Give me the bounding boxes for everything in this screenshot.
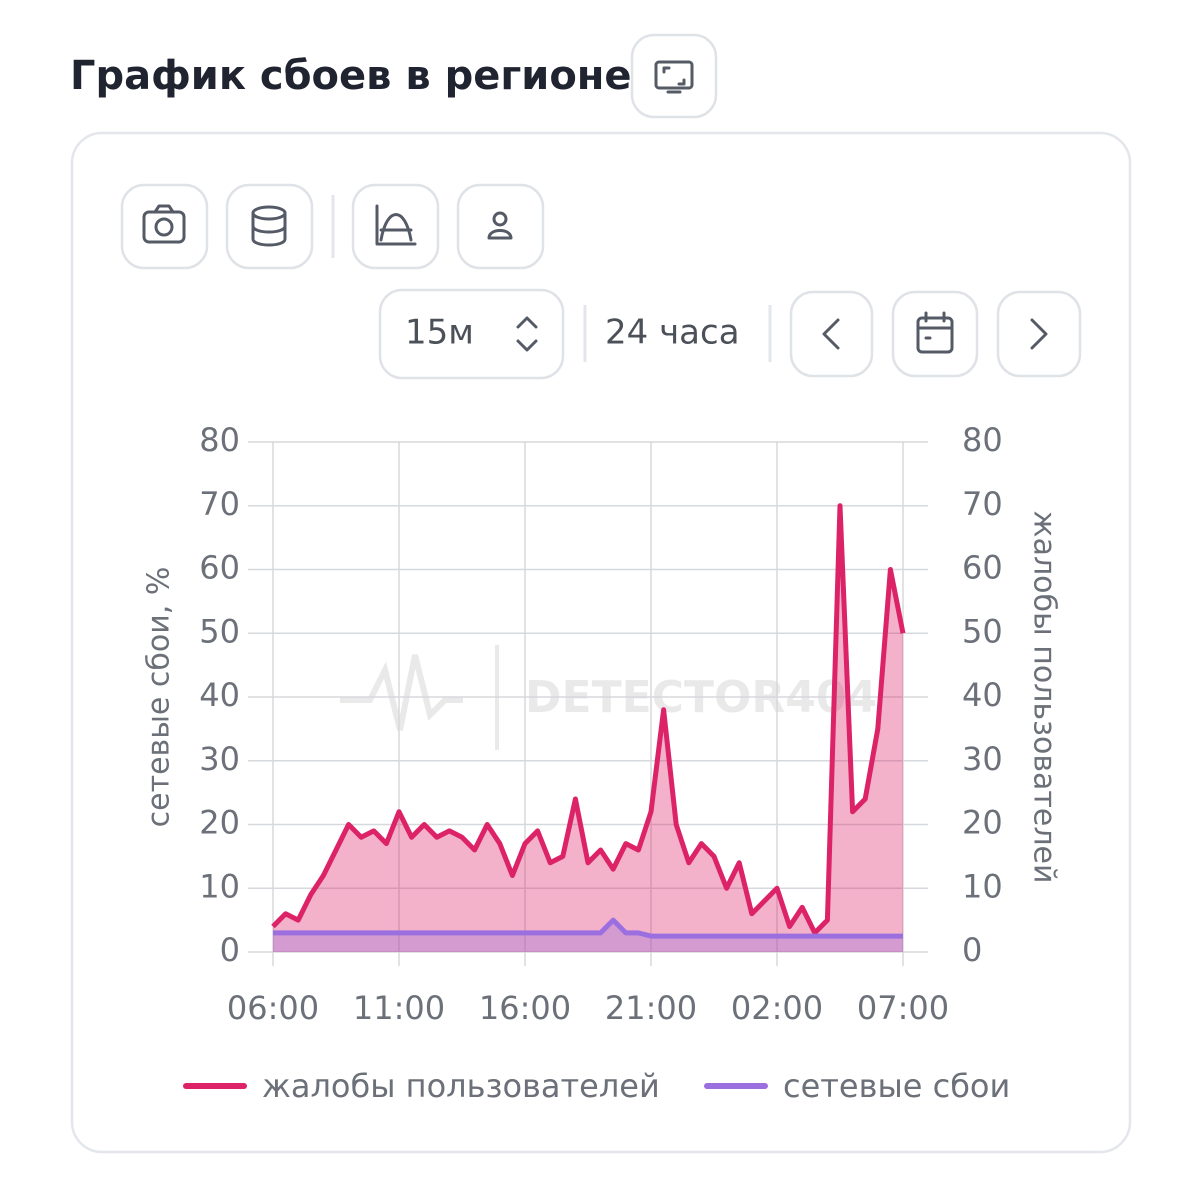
y2-tick-label: 30 <box>962 740 1003 778</box>
y-tick-label: 0 <box>220 931 240 969</box>
prev-button[interactable] <box>789 290 874 378</box>
data-button[interactable] <box>225 183 314 270</box>
y-tick-label: 60 <box>199 549 240 587</box>
legend-label: жалобы пользователей <box>262 1067 660 1105</box>
card <box>70 131 1132 1154</box>
camera-button[interactable] <box>120 183 209 270</box>
user-button[interactable] <box>456 183 545 270</box>
y-tick-label: 30 <box>199 740 240 778</box>
y2-tick-label: 10 <box>962 867 1003 905</box>
y2-tick-label: 20 <box>962 804 1003 842</box>
range-label: 24 часа <box>605 313 740 353</box>
x-tick-label: 16:00 <box>479 989 571 1027</box>
y2-tick-label: 80 <box>962 421 1003 459</box>
page-title: График сбоев в регионе <box>70 53 632 99</box>
y-tick-label: 50 <box>199 612 240 650</box>
chart-type-button[interactable] <box>351 183 440 270</box>
y-tick-label: 20 <box>199 804 240 842</box>
y2-axis-label: жалобы пользователей <box>1027 511 1062 884</box>
line <box>273 917 903 939</box>
fullscreen-button[interactable] <box>630 33 718 119</box>
legend-label: сетевые сбои <box>783 1067 1010 1105</box>
y-tick-label: 80 <box>199 421 240 459</box>
interval-label: 15м <box>405 313 474 353</box>
y-axis-label: сетевые сбои, % <box>142 567 177 828</box>
area <box>273 920 903 952</box>
line <box>271 503 906 936</box>
x-tick-label: 11:00 <box>353 989 445 1027</box>
x-tick-label: 21:00 <box>605 989 697 1027</box>
y2-tick-label: 40 <box>962 676 1003 714</box>
x-tick-label: 02:00 <box>731 989 823 1027</box>
y2-tick-label: 0 <box>962 931 982 969</box>
y2-tick-label: 60 <box>962 549 1003 587</box>
x-tick-label: 06:00 <box>227 989 319 1027</box>
y-tick-label: 10 <box>199 867 240 905</box>
next-button[interactable] <box>996 290 1082 378</box>
y2-tick-label: 70 <box>962 485 1003 523</box>
x-tick-label: 07:00 <box>857 989 949 1027</box>
y-tick-label: 70 <box>199 485 240 523</box>
interval-select[interactable]: 15м <box>378 288 565 380</box>
y2-tick-label: 50 <box>962 612 1003 650</box>
area <box>273 505 903 952</box>
y-tick-label: 40 <box>199 676 240 714</box>
calendar-button[interactable] <box>891 290 979 378</box>
